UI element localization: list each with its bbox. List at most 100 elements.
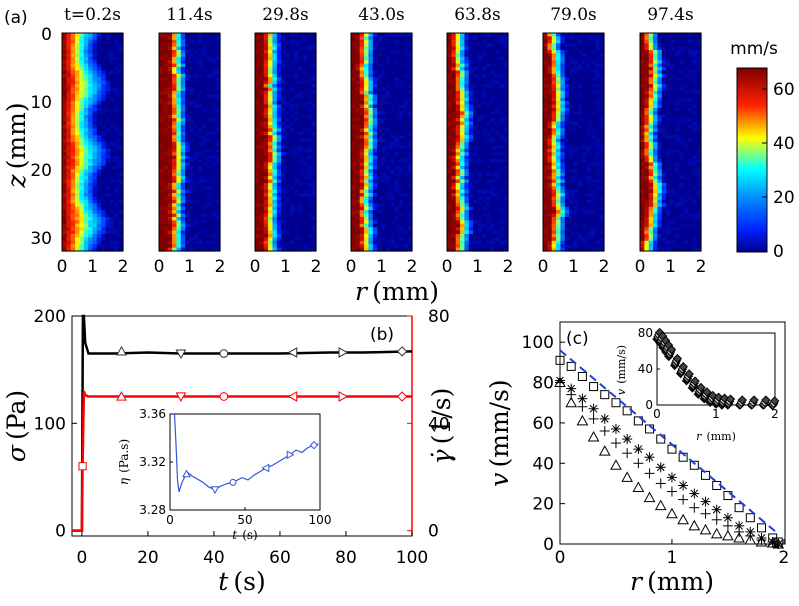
heatmap-cell — [70, 186, 76, 191]
heatmap-cell — [564, 135, 570, 140]
heatmap-cell — [294, 111, 300, 116]
heatmap-cell — [543, 135, 548, 140]
heatmap-cell — [176, 87, 182, 92]
heatmap-cell — [464, 90, 470, 95]
heatmap-cell — [385, 36, 391, 41]
heatmap-cell — [394, 220, 400, 225]
heatmap-cell — [276, 220, 282, 225]
heatmap-cell — [394, 46, 400, 51]
heatmap-cell — [281, 67, 287, 72]
heatmap-cell — [79, 107, 85, 112]
heatmap-cell — [96, 53, 102, 58]
heatmap-cell — [355, 227, 361, 232]
heatmap-cell — [294, 128, 300, 133]
heatmap-cell — [385, 50, 391, 55]
heatmap-cell — [294, 169, 300, 174]
heatmap-cell — [105, 135, 111, 140]
heatmap-cell — [180, 237, 186, 242]
heatmap-cell — [586, 152, 592, 157]
heatmap-cell — [206, 142, 212, 147]
heatmap-cell — [159, 80, 164, 85]
heatmap-cell — [577, 56, 583, 61]
heatmap-cell — [263, 199, 269, 204]
heatmap-cell — [180, 138, 186, 143]
heatmap-cell — [294, 179, 300, 184]
heatmap-cell — [276, 162, 282, 167]
heatmap-cell — [79, 148, 85, 153]
heatmap-cell — [599, 101, 605, 106]
heatmap-cell — [206, 186, 212, 191]
heatmap-cell — [83, 107, 89, 112]
heatmap-cell — [289, 53, 295, 58]
heatmap-cell — [381, 172, 387, 177]
heatmap-cell — [556, 135, 562, 140]
heatmap-cell — [70, 199, 76, 204]
heatmap-cell — [79, 227, 85, 232]
heatmap-cell — [569, 94, 575, 99]
heatmap-cell — [503, 128, 509, 133]
heatmap-cell — [281, 148, 287, 153]
heatmap-cell — [272, 128, 278, 133]
heatmap-cell — [599, 124, 605, 129]
heatmap-cell — [302, 244, 308, 249]
heatmap-cell — [289, 33, 295, 38]
heatmap-cell — [159, 36, 164, 41]
heatmap-cell — [75, 159, 81, 164]
heatmap-cell — [185, 97, 191, 102]
heatmap-cell — [407, 131, 413, 136]
heatmap-cell — [79, 233, 85, 238]
heatmap-cell — [96, 179, 102, 184]
heatmap-cell — [499, 189, 505, 194]
heatmap-cell — [167, 111, 173, 116]
heatmap-cell — [92, 145, 98, 150]
heatmap-cell — [259, 220, 265, 225]
heatmap-cell — [281, 237, 287, 242]
heatmap-cell — [294, 70, 300, 75]
heatmap-cell — [447, 230, 452, 235]
heatmap-cell — [490, 138, 496, 143]
heatmap-cell — [490, 33, 496, 38]
heatmap-cell — [114, 104, 120, 109]
heatmap-cell — [176, 138, 182, 143]
heatmap-cell — [403, 33, 409, 38]
heatmap-cell — [455, 70, 461, 75]
heatmap-cell — [298, 118, 304, 123]
heatmap-cell — [590, 94, 596, 99]
heatmap-cell — [599, 39, 605, 44]
heatmap-cell — [377, 121, 383, 126]
heatmap-cell — [263, 138, 269, 143]
heatmap-cell — [92, 162, 98, 167]
heatmap-cell — [109, 73, 115, 78]
heatmap-cell — [385, 176, 391, 181]
heatmap-cell — [477, 97, 483, 102]
heatmap-cell — [564, 80, 570, 85]
heatmap-cell — [211, 73, 217, 78]
heatmap-cell — [66, 240, 72, 245]
heatmap-cell — [185, 77, 191, 82]
heatmap-cell — [96, 216, 102, 221]
heatmap-cell — [289, 124, 295, 129]
heatmap-cell — [464, 94, 470, 99]
heatmap-cell — [255, 101, 260, 106]
heatmap-cell — [394, 80, 400, 85]
heatmap-cell — [105, 63, 111, 68]
heatmap-cell — [118, 240, 124, 245]
heatmap-cell — [172, 142, 178, 147]
heatmap-cell — [468, 128, 474, 133]
heatmap-cell — [460, 121, 466, 126]
heatmap-cell — [88, 131, 94, 136]
heatmap-cell — [109, 159, 115, 164]
heatmap-cell — [547, 36, 553, 41]
heatmap-cell — [66, 213, 72, 218]
heatmap-cell — [211, 94, 217, 99]
heatmap-cell — [83, 60, 89, 65]
heatmap-cell — [285, 77, 291, 82]
heatmap-cell — [460, 179, 466, 184]
heatmap-cell — [167, 244, 173, 249]
heatmap-cell — [477, 210, 483, 215]
heatmap-cell — [193, 135, 199, 140]
heatmap-cell — [573, 43, 579, 48]
heatmap-cell — [351, 128, 356, 133]
heatmap-cell — [88, 152, 94, 157]
heatmap-cell — [298, 67, 304, 72]
